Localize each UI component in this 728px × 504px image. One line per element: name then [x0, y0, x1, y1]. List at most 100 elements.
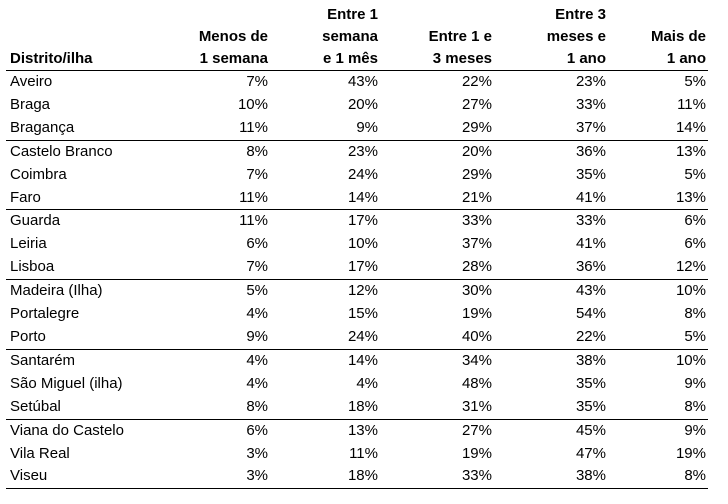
table-row: Viana do Castelo 6% 13% 27% 45% 9%	[6, 419, 708, 442]
header-line: 1 ano	[666, 50, 706, 67]
table-row: Porto 9% 24% 40% 22% 5%	[6, 325, 708, 350]
district-name: Lisboa	[6, 256, 178, 281]
week-to-month-value: 13%	[347, 421, 378, 439]
three-months-to-year-value: 35%	[575, 374, 606, 392]
more-than-year-value: 13%	[675, 142, 706, 160]
more-than-year-value: 5%	[608, 325, 708, 350]
week-to-month-value: 14%	[347, 351, 378, 369]
more-than-year-value: 6%	[684, 212, 706, 230]
week-to-month-value: 14%	[270, 186, 380, 211]
week-to-month-value: 17%	[270, 256, 380, 281]
less-than-week-value: 3%	[178, 465, 270, 490]
header-line: Entre 1	[327, 6, 378, 23]
district-name: Setúbal	[6, 395, 178, 420]
distribution-table: Distrito/ilha Menos de 1 semana Entre 1 sema…	[6, 2, 708, 490]
district-name: Guarda	[10, 212, 61, 230]
more-than-year-value: 11%	[677, 95, 706, 113]
week-to-month-value: 18%	[270, 465, 380, 490]
district-name: São Miguel (ilha)	[10, 374, 123, 392]
table-row: Braga 10% 20% 27% 33% 11%	[6, 94, 708, 117]
header-line: Mais de	[650, 28, 706, 45]
more-than-year-value: 8%	[608, 395, 708, 420]
one-to-three-months-value: 48%	[461, 374, 492, 392]
district-name: Vila Real	[10, 444, 70, 462]
one-to-three-months-value: 34%	[461, 351, 492, 369]
header-more-than-year: Mais de 1 ano	[608, 2, 708, 71]
three-months-to-year-value: 23%	[575, 73, 606, 90]
three-months-to-year-value: 45%	[575, 421, 606, 439]
more-than-year-value: 19%	[675, 444, 706, 462]
distribution-table-container: Distrito/ilha Menos de 1 semana Entre 1 sema…	[6, 2, 708, 490]
one-to-three-months-value: 29%	[380, 116, 494, 141]
week-to-month-value: 24%	[270, 325, 380, 350]
table-row: Faro 11% 14% 21% 41% 13%	[6, 186, 708, 211]
table-row: Viseu 3% 18% 33% 38% 8%	[6, 465, 708, 490]
three-months-to-year-value: 38%	[575, 351, 606, 369]
less-than-week-value: 6%	[246, 421, 268, 439]
three-months-to-year-value: 36%	[494, 256, 608, 281]
more-than-year-value: 9%	[684, 421, 706, 439]
less-than-week-value: 8%	[246, 142, 268, 160]
week-to-month-value: 20%	[347, 95, 378, 113]
table-row: Leiria 6% 10% 37% 41% 6%	[6, 233, 708, 256]
header-line: Distrito/ilha	[10, 50, 93, 67]
district-name: Viana do Castelo	[10, 421, 124, 439]
week-to-month-value: 17%	[347, 212, 378, 230]
three-months-to-year-value: 38%	[494, 465, 608, 490]
header-line: 3 meses	[432, 50, 492, 67]
header-line: e 1 mês	[322, 50, 378, 67]
less-than-week-value: 11%	[178, 186, 270, 211]
three-months-to-year-value: 35%	[575, 165, 606, 183]
more-than-year-value: 5%	[684, 73, 706, 90]
district-name: Aveiro	[10, 73, 53, 90]
district-name: Faro	[6, 186, 178, 211]
table-row: Portalegre 4% 15% 19% 54% 8%	[6, 303, 708, 326]
one-to-three-months-value: 27%	[461, 421, 492, 439]
three-months-to-year-value: 35%	[494, 395, 608, 420]
header-line: semana	[322, 28, 378, 45]
table-row: Bragança 11% 9% 29% 37% 14%	[6, 116, 708, 141]
header-week-to-month: Entre 1 semana e 1 mês	[270, 2, 380, 71]
week-to-month-value: 11%	[349, 444, 378, 462]
district-name: Madeira (Ilha)	[10, 282, 103, 300]
three-months-to-year-value: 41%	[494, 186, 608, 211]
more-than-year-value: 12%	[608, 256, 708, 281]
week-to-month-value: 10%	[347, 235, 378, 253]
three-months-to-year-value: 36%	[575, 142, 606, 160]
less-than-week-value: 11%	[178, 116, 270, 141]
more-than-year-value: 10%	[675, 351, 706, 369]
one-to-three-months-value: 19%	[461, 444, 492, 462]
header-line: Entre 3	[555, 6, 606, 23]
three-months-to-year-value: 33%	[575, 95, 606, 113]
week-to-month-value: 43%	[347, 73, 378, 90]
week-to-month-value: 12%	[347, 282, 378, 300]
header-line: meses e	[546, 28, 606, 45]
more-than-year-value: 8%	[684, 305, 706, 323]
district-name: Viseu	[6, 465, 178, 490]
one-to-three-months-value: 29%	[461, 165, 492, 183]
less-than-week-value: 7%	[178, 256, 270, 281]
district-name: Santarém	[10, 351, 76, 369]
table-row: São Miguel (ilha) 4% 4% 48% 35% 9%	[6, 373, 708, 396]
less-than-week-value: 10%	[237, 95, 268, 113]
less-than-week-value: 6%	[246, 235, 268, 253]
district-name: Porto	[6, 325, 178, 350]
three-months-to-year-value: 33%	[575, 212, 606, 230]
header-row: Distrito/ilha Menos de 1 semana Entre 1 sema…	[6, 2, 708, 71]
one-to-three-months-value: 31%	[380, 395, 494, 420]
one-to-three-months-value: 19%	[461, 305, 492, 323]
less-than-week-value: 11%	[239, 212, 268, 230]
more-than-year-value: 6%	[684, 235, 706, 253]
more-than-year-value: 8%	[608, 465, 708, 490]
week-to-month-value: 15%	[347, 305, 378, 323]
one-to-three-months-value: 37%	[461, 235, 492, 253]
one-to-three-months-value: 40%	[380, 325, 494, 350]
three-months-to-year-value: 41%	[575, 235, 606, 253]
header-less-than-week: Menos de 1 semana	[178, 2, 270, 71]
one-to-three-months-value: 21%	[380, 186, 494, 211]
less-than-week-value: 3%	[246, 444, 268, 462]
one-to-three-months-value: 22%	[461, 73, 492, 90]
less-than-week-value: 4%	[246, 351, 268, 369]
table-row: Coimbra 7% 24% 29% 35% 5%	[6, 164, 708, 187]
less-than-week-value: 9%	[178, 325, 270, 350]
